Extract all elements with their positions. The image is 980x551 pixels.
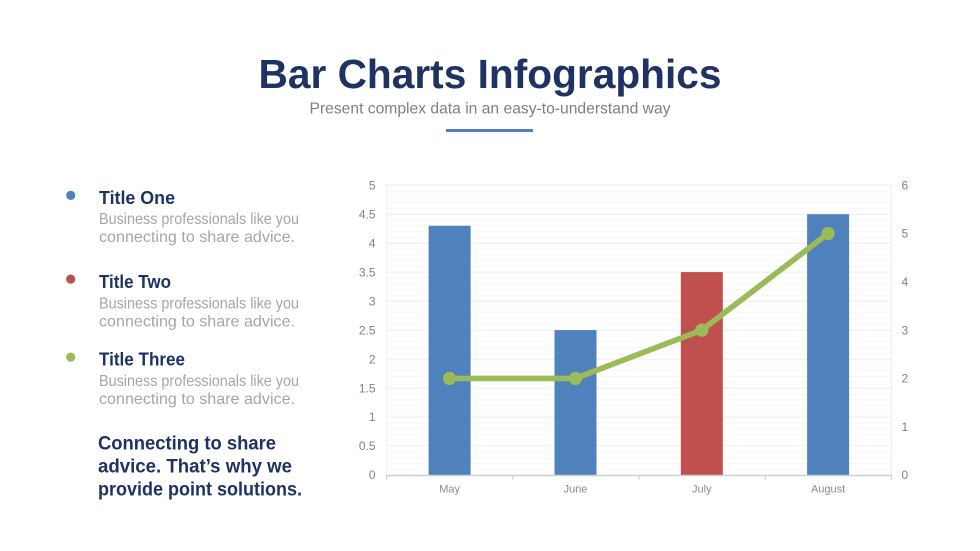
svg-text:Business professionals like yo: Business professionals like you (99, 373, 299, 390)
svg-text:connecting to share advice.: connecting to share advice. (99, 391, 295, 408)
svg-text:connecting to share advice.: connecting to share advice. (99, 229, 295, 246)
svg-text:Title One: Title One (99, 187, 175, 208)
svg-text:3: 3 (902, 323, 909, 337)
svg-text:May: May (439, 484, 460, 496)
svg-text:5: 5 (902, 227, 909, 241)
svg-text:2.5: 2.5 (359, 323, 376, 337)
svg-text:Bar Charts Infographics: Bar Charts Infographics (259, 51, 722, 97)
svg-text:3: 3 (369, 294, 376, 308)
svg-text:0: 0 (369, 468, 376, 482)
svg-text:Title Two: Title Two (99, 271, 171, 292)
svg-text:July: July (692, 484, 712, 496)
svg-text:connecting to share advice.: connecting to share advice. (99, 313, 295, 330)
svg-text:6: 6 (902, 178, 909, 192)
svg-text:1.5: 1.5 (359, 381, 376, 395)
svg-text:2: 2 (902, 372, 909, 386)
svg-text:Business professionals like yo: Business professionals like you (99, 211, 299, 228)
svg-text:0: 0 (902, 468, 909, 482)
svg-text:4.5: 4.5 (359, 207, 376, 221)
svg-text:3.5: 3.5 (359, 265, 376, 279)
svg-text:Business professionals like yo: Business professionals like you (99, 295, 299, 312)
svg-text:1: 1 (902, 420, 909, 434)
svg-text:August: August (811, 484, 845, 496)
svg-text:1: 1 (369, 410, 376, 424)
svg-text:0.5: 0.5 (359, 439, 376, 453)
svg-text:Present complex data in an eas: Present complex data in an easy-to-under… (310, 100, 671, 117)
svg-text:2: 2 (369, 352, 376, 366)
svg-text:5: 5 (369, 178, 376, 192)
svg-text:Connecting to share: Connecting to share (98, 433, 276, 454)
svg-text:4: 4 (369, 236, 376, 250)
svg-text:advice. That’s why we: advice. That’s why we (98, 456, 292, 477)
svg-text:Title Three: Title Three (99, 349, 185, 370)
svg-text:June: June (564, 484, 588, 496)
svg-text:4: 4 (902, 275, 909, 289)
svg-text:provide point solutions.: provide point solutions. (98, 479, 302, 500)
